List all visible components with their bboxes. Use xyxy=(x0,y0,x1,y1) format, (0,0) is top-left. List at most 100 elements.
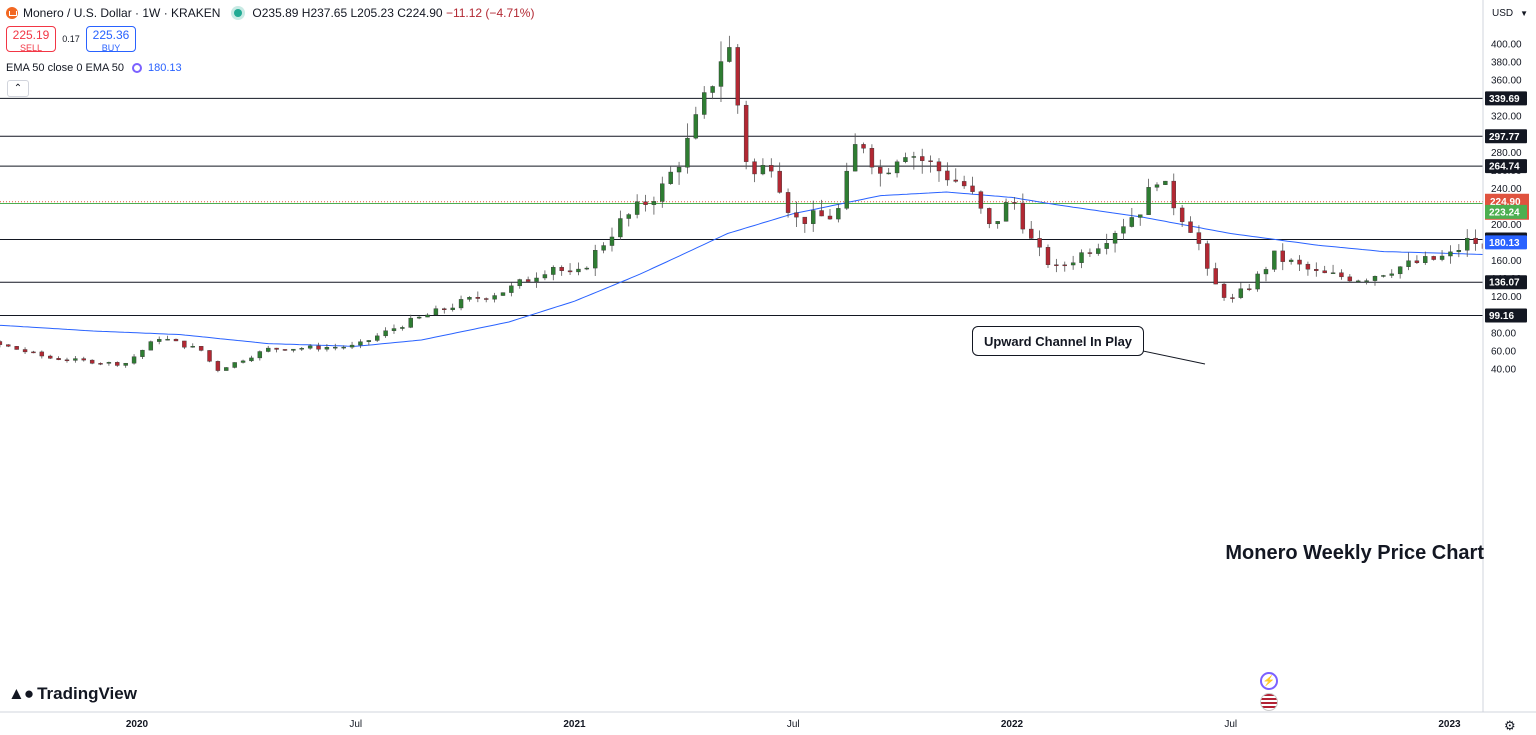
candle-down xyxy=(64,359,70,362)
candle-down xyxy=(1020,202,1026,230)
candle-up xyxy=(400,327,405,329)
buy-label: BUY xyxy=(101,43,121,53)
candle-up xyxy=(811,210,816,224)
candle-down xyxy=(1062,264,1067,267)
y-tick-label: 60.00 xyxy=(1491,346,1516,357)
candle-down xyxy=(1205,243,1210,269)
lightning-icon[interactable]: ⚡ xyxy=(1260,672,1278,690)
candle-up xyxy=(375,335,380,341)
candle-up xyxy=(710,86,715,93)
candle-up xyxy=(542,274,548,279)
sell-price: 225.19 xyxy=(12,28,50,42)
candle-down xyxy=(198,346,204,351)
level-tag-bg xyxy=(1485,308,1527,323)
candle-down xyxy=(89,359,95,364)
candle-down xyxy=(215,361,221,371)
time-axis[interactable]: Jul2020Jul2021Jul2022Jul2023Jul2024Jul20… xyxy=(0,711,1536,730)
candle-down xyxy=(1414,260,1420,263)
candle-down xyxy=(39,351,45,357)
candle-up xyxy=(1423,256,1428,263)
candle-up xyxy=(634,201,640,215)
candle-up xyxy=(886,172,891,175)
ema-tag: 180.13 xyxy=(1489,238,1520,249)
candle-up xyxy=(1439,255,1445,260)
y-tick-label: 160.00 xyxy=(1491,256,1522,267)
candle-down xyxy=(31,351,36,354)
candle-up xyxy=(358,341,363,346)
price-axis[interactable]: 40.0060.0080.00100.00120.00140.00160.001… xyxy=(1482,0,1536,735)
buy-button[interactable]: 225.36 BUY xyxy=(86,26,136,53)
candle-up xyxy=(1096,248,1101,254)
ohlc-high: H237.65 xyxy=(301,6,348,20)
candle-up xyxy=(1288,259,1294,262)
level-tag-bg xyxy=(1485,91,1527,106)
candle-down xyxy=(1087,252,1093,254)
currency-selector[interactable]: USD ▼ xyxy=(1488,4,1532,22)
candle-up xyxy=(911,156,917,158)
candle-up xyxy=(1154,184,1160,188)
y-tick-label: 320.00 xyxy=(1491,112,1522,123)
candle-down xyxy=(1322,270,1327,274)
y-tick-label: 360.00 xyxy=(1491,76,1522,87)
candle-down xyxy=(735,47,740,106)
candle-up xyxy=(509,285,514,293)
candle-up xyxy=(291,348,296,351)
candle-up xyxy=(1356,280,1361,283)
level-tag-bg xyxy=(1485,129,1527,144)
candle-down xyxy=(970,185,975,192)
horizontal-levels xyxy=(0,97,1483,317)
tradingview-logo[interactable]: ▲● TradingView xyxy=(8,684,137,704)
green-level-tag-bg xyxy=(1485,204,1527,219)
candle-down xyxy=(945,170,950,181)
candle-up xyxy=(702,92,707,115)
candle-up xyxy=(249,357,254,362)
us-flag-icon[interactable] xyxy=(1260,693,1278,711)
candle-up xyxy=(232,362,237,368)
ema-path xyxy=(0,191,1536,347)
candle-up xyxy=(760,165,766,175)
candle-up xyxy=(1112,233,1118,244)
ohlc-low: L205.23 xyxy=(350,6,394,20)
candle-down xyxy=(1221,283,1227,298)
candle-up xyxy=(844,170,849,209)
candle-down xyxy=(1297,259,1302,265)
ema-line xyxy=(0,191,1536,365)
chevron-up-icon: ⌃ xyxy=(13,83,23,94)
candle-down xyxy=(953,179,958,182)
indicator-value: 180.13 xyxy=(148,62,182,74)
candle-down xyxy=(442,308,447,311)
indicator-legend[interactable]: EMA 50 close 0 EMA 50 180.13 xyxy=(6,62,182,74)
candle-up xyxy=(391,328,397,331)
candle-up xyxy=(836,208,841,220)
candle-down xyxy=(559,267,564,271)
candle-up xyxy=(1263,269,1269,275)
candle-up xyxy=(618,218,623,238)
y-tick-label: 400.00 xyxy=(1491,40,1522,51)
candle-up xyxy=(1389,273,1394,276)
candle-down xyxy=(1314,269,1319,271)
y-tick-label: 80.00 xyxy=(1491,328,1516,339)
candle-up xyxy=(1465,237,1470,251)
candle-down xyxy=(1196,232,1202,244)
x-tick-label: Jul xyxy=(1224,719,1237,730)
gear-icon[interactable]: ⚙ xyxy=(1504,718,1516,733)
indicator-label: EMA 50 close 0 EMA 50 xyxy=(6,62,125,74)
candle-up xyxy=(584,267,590,270)
candle-up xyxy=(148,341,154,351)
candle-up xyxy=(668,171,673,184)
candle-down xyxy=(567,270,573,273)
symbol-title[interactable]: Monero / U.S. Dollar · 1W · KRAKEN xyxy=(23,6,221,20)
candle-up xyxy=(727,47,732,62)
tradingview-brand: TradingView xyxy=(37,684,137,703)
collapse-legend-button[interactable]: ⌃ xyxy=(7,80,29,97)
candle-up xyxy=(1406,260,1411,267)
candle-up xyxy=(257,351,263,359)
candle-down xyxy=(1179,207,1185,222)
candle-down xyxy=(920,156,925,161)
candle-down xyxy=(48,355,53,359)
x-tick-label: 2023 xyxy=(1438,719,1461,730)
sell-button[interactable]: 225.19 SELL xyxy=(6,26,56,53)
candle-down xyxy=(1339,272,1344,278)
channel-callout[interactable]: Upward Channel In Play xyxy=(972,326,1144,356)
